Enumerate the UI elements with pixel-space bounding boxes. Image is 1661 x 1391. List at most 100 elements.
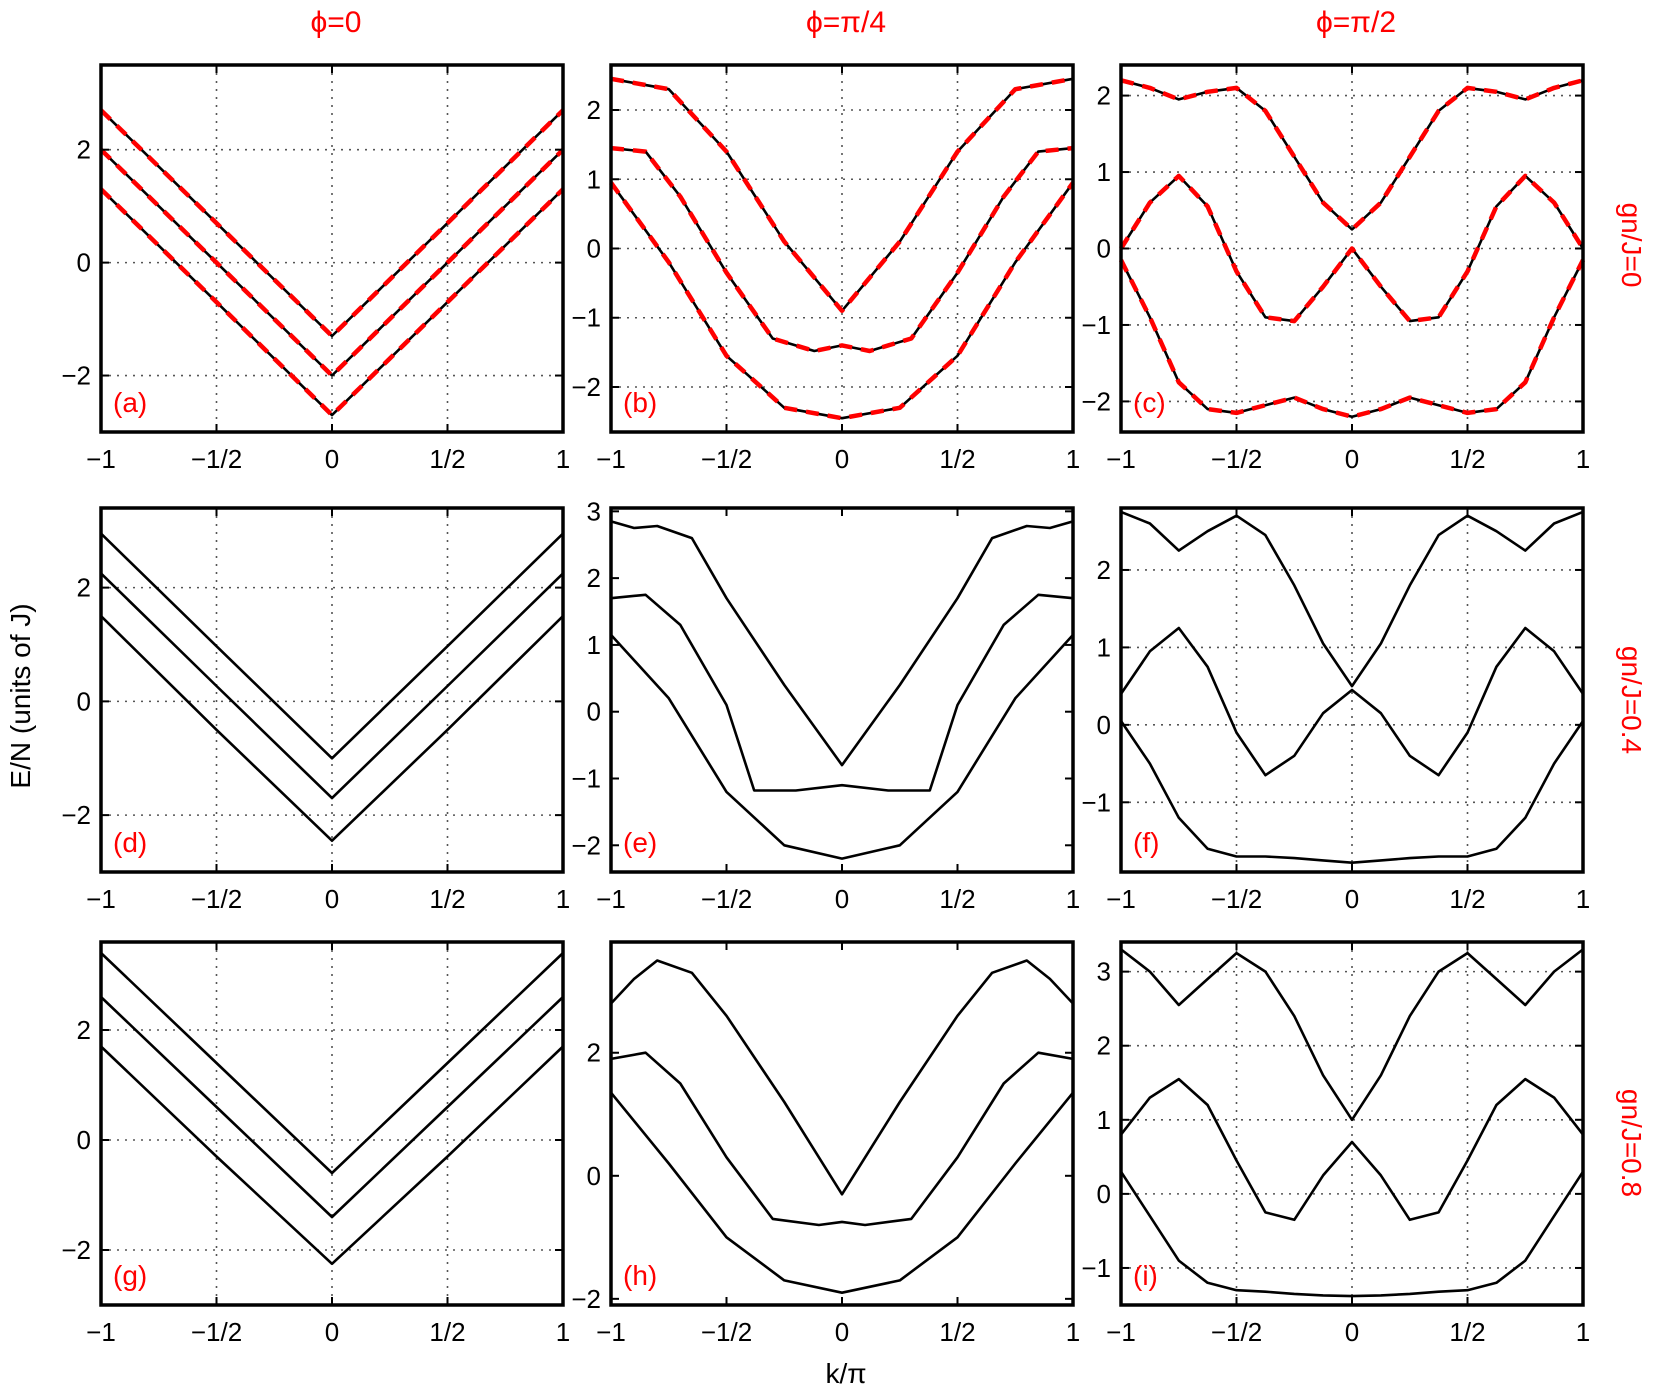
y-tick-label: 0 [1097,710,1111,740]
x-tick-label: 0 [835,884,849,914]
y-tick-label: 3 [1097,957,1111,987]
x-tick-label: 1 [1066,884,1080,914]
y-tick-label: 2 [587,95,601,125]
y-axis-label: E/N (units of J) [5,603,36,788]
series-line-3 [100,1045,564,1266]
panel-letter-label: (d) [113,827,147,858]
y-tick-label: 0 [1097,1179,1111,1209]
x-tick-label: 1/2 [429,1317,465,1347]
x-tick-label: −1/2 [701,884,752,914]
plot-frame [1119,940,1585,1307]
series-line-1 [100,952,564,1175]
x-tick-label: −1/2 [701,444,752,474]
column-title-phi-pi-2: ϕ=π/2 [1316,6,1396,39]
x-tick-label: 1/2 [1449,444,1485,474]
y-tick-label: 1 [587,630,601,660]
panel-i: −1 −1/2 0 1/2 1 −1 0 1 2 3 (i) [1081,940,1590,1347]
x-tick-label: −1 [596,884,626,914]
y-tick-label: 0 [77,1125,91,1155]
x-tick-label: −1/2 [1211,1317,1262,1347]
series-line-1 [610,959,1074,1196]
x-axis-label: k/π [825,1358,866,1389]
y-tick-label: 2 [77,135,91,165]
x-tick-label: −1 [86,884,116,914]
x-tick-label: 0 [1345,884,1359,914]
panel-e: −1 −1/2 0 1/2 1 −2 −1 0 1 2 3 (e) [571,496,1080,914]
panel-letter-label: (g) [113,1260,147,1291]
y-tick-label: −1 [1081,787,1111,817]
x-tick-label: −1/2 [191,444,242,474]
x-tick-label: 0 [325,1317,339,1347]
series-line-1 [100,109,564,338]
plot-frame [609,940,1075,1307]
x-tick-label: 1/2 [939,884,975,914]
y-tick-label: 1 [1097,157,1111,187]
y-tick-label: −2 [61,800,91,830]
x-tick-label: 0 [835,1317,849,1347]
series-line-1 [1120,948,1584,1122]
x-tick-label: −1 [1106,444,1136,474]
x-tick-label: 0 [835,444,849,474]
y-tick-label: 0 [77,248,91,278]
panel-b: −1 −1/2 0 1/2 1 −2 −1 0 1 2 (b) [571,63,1080,474]
x-tick-label: −1 [1106,884,1136,914]
series-dashed-3 [1118,258,1586,419]
x-tick-label: −1/2 [1211,444,1262,474]
y-tick-label: 0 [1097,234,1111,264]
x-tick-label: 1 [1576,884,1590,914]
row-label-gn-0-8: gn/J=0.8 [1616,1089,1647,1197]
x-tick-label: 1 [1066,444,1080,474]
x-tick-label: 1/2 [429,444,465,474]
series-line-2 [610,593,1074,792]
panel-a: −1 −1/2 0 1/2 1 −2 0 2 (a) [61,63,570,474]
panel-letter-label: (f) [1133,827,1159,858]
series-dashed-2 [1119,173,1585,324]
x-tick-label: 1 [556,1317,570,1347]
y-tick-label: 2 [77,573,91,603]
x-tick-label: 1/2 [939,444,975,474]
y-tick-label: 2 [1097,555,1111,585]
panel-letter-label: (a) [113,387,147,418]
series-line-1 [100,532,564,760]
row-label-gn-0-4: gn/J=0.4 [1616,646,1647,754]
plot-frame [609,506,1075,874]
x-tick-label: 1 [1576,444,1590,474]
series-line-3 [100,615,564,843]
x-tick-label: 1 [1066,1317,1080,1347]
x-tick-label: 1/2 [1449,1317,1485,1347]
series-dashed-3 [99,187,565,418]
x-tick-label: −1/2 [701,1317,752,1347]
series-line-3 [609,1091,1075,1294]
y-tick-label: 0 [77,686,91,716]
y-tick-label: 1 [1097,1105,1111,1135]
y-tick-label: 2 [1097,1031,1111,1061]
y-tick-label: 2 [1097,81,1111,111]
x-tick-label: −1 [596,444,626,474]
panel-letter-label: (i) [1133,1260,1158,1291]
y-tick-label: −1 [571,763,601,793]
panel-letter-label: (h) [623,1260,657,1291]
series-line-2 [100,572,564,800]
row-label-gn-0: gn/J=0 [1616,203,1647,288]
column-title-phi-pi-4: ϕ=π/4 [806,6,886,39]
series-line-3 [1119,1170,1585,1298]
series-line-3 [1119,720,1585,865]
y-tick-label: −1 [1081,1253,1111,1283]
x-tick-label: 1/2 [429,884,465,914]
plot-frame [99,506,565,874]
x-tick-label: 0 [1345,1317,1359,1347]
x-tick-label: 1/2 [1449,884,1485,914]
x-tick-label: −1 [596,1317,626,1347]
y-tick-label: −2 [571,372,601,402]
series-dashed-1 [99,108,565,339]
panel-letter-label: (e) [623,827,657,858]
y-tick-label: 2 [587,563,601,593]
series-dashed-2 [610,145,1074,354]
series-dashed-1 [610,76,1074,314]
series-line-2 [610,1051,1074,1227]
x-tick-label: 0 [325,444,339,474]
y-tick-label: −2 [571,1284,601,1314]
x-tick-label: −1/2 [1211,884,1262,914]
x-tick-label: 0 [325,884,339,914]
